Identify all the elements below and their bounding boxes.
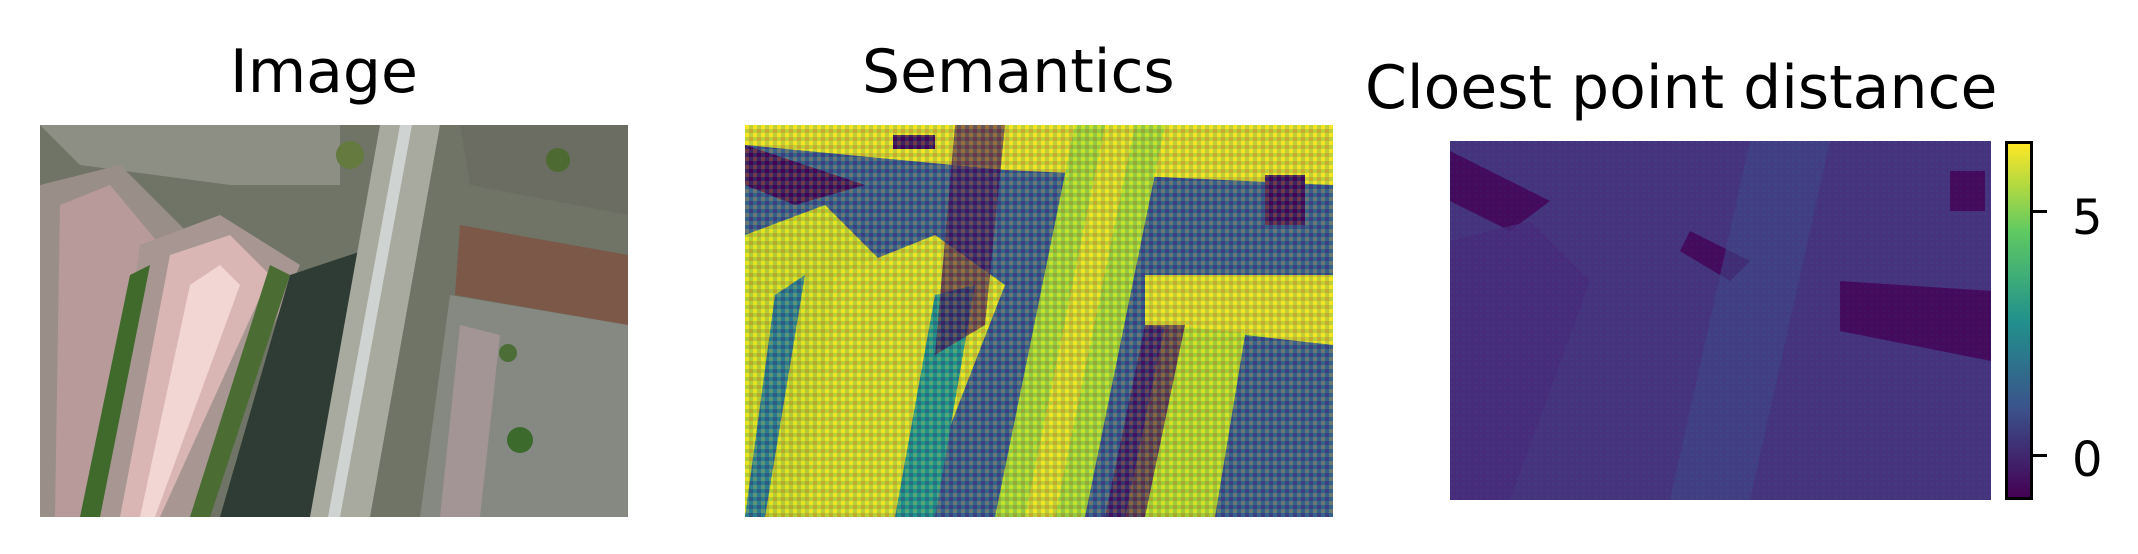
colorbar-tick-0 bbox=[2033, 454, 2047, 457]
colorbar bbox=[2005, 141, 2033, 500]
aerial-image bbox=[40, 125, 628, 517]
semantics-map bbox=[745, 125, 1333, 517]
panel-title-semantics: Semantics bbox=[862, 37, 1175, 107]
colorbar-label-0: 0 bbox=[2072, 432, 2103, 488]
colorbar-label-5: 5 bbox=[2072, 190, 2103, 246]
distance-map bbox=[1450, 141, 1991, 500]
panel-title-distance: Cloest point distance bbox=[1365, 53, 1998, 123]
colorbar-tick-5 bbox=[2033, 210, 2047, 213]
panel-title-image: Image bbox=[230, 37, 418, 107]
